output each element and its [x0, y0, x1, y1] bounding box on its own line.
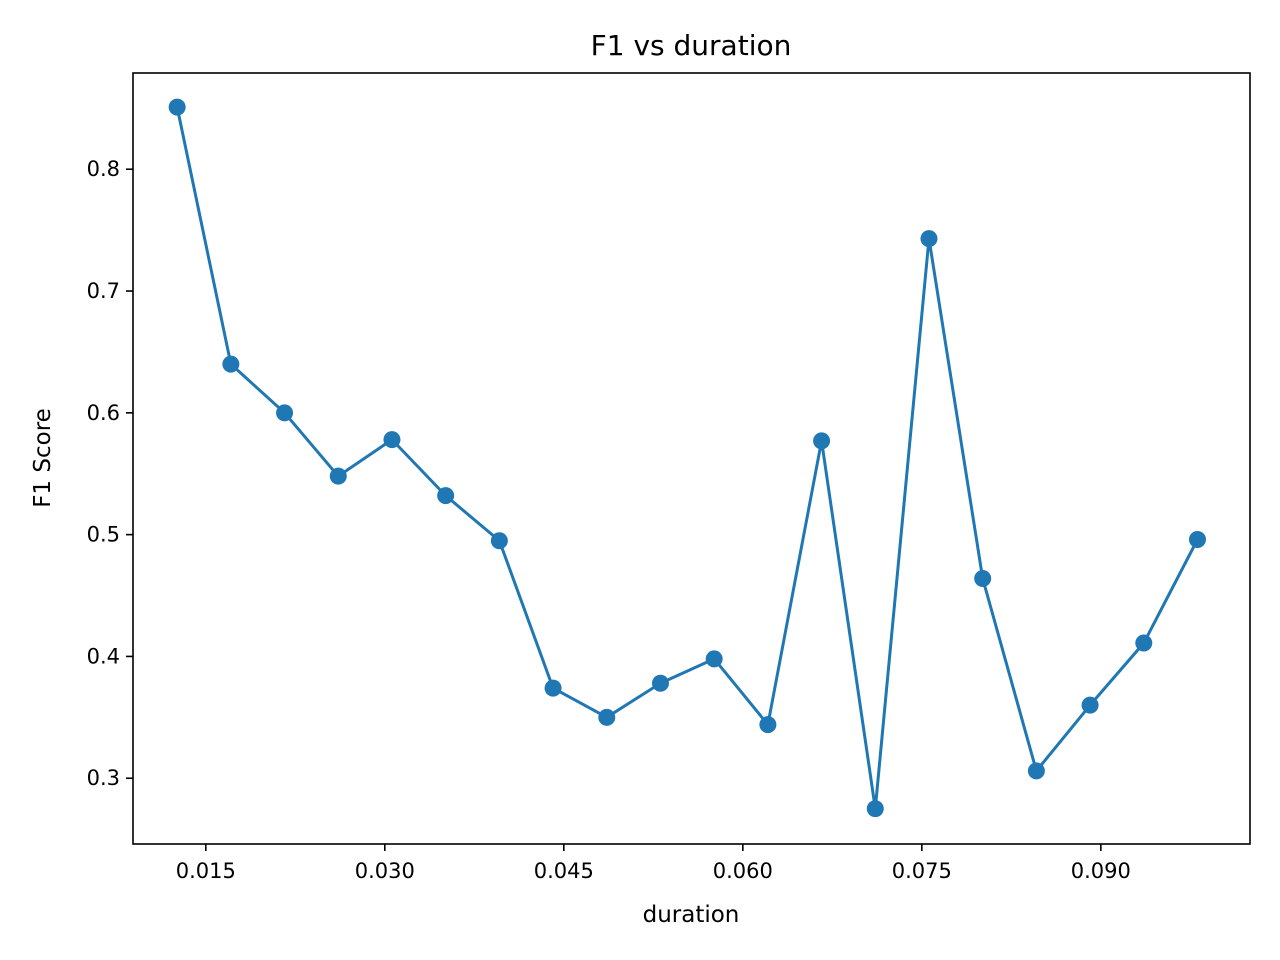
y-axis: 0.3 0.4 0.5 0.6 0.7 0.8 [87, 157, 133, 790]
y-tick-label: 0.5 [87, 523, 120, 547]
data-point [329, 467, 347, 485]
data-point [651, 674, 669, 692]
data-point [1081, 696, 1099, 714]
data-point [1135, 634, 1153, 652]
x-tick-label: 0.075 [892, 859, 952, 883]
y-axis-label: F1 Score [30, 408, 56, 508]
x-tick-label: 0.045 [534, 859, 594, 883]
data-point [490, 532, 508, 550]
data-point [437, 487, 455, 505]
data-point [866, 800, 884, 818]
x-axis-label: duration [643, 902, 740, 928]
y-tick-label: 0.4 [87, 644, 120, 668]
x-axis: 0.015 0.030 0.045 0.060 0.075 0.090 [176, 844, 1131, 883]
y-tick-label: 0.6 [87, 401, 120, 425]
x-tick-label: 0.060 [713, 859, 773, 883]
data-point [222, 355, 240, 373]
data-point [598, 708, 616, 726]
series-line [175, 106, 1199, 811]
data-point [759, 716, 777, 734]
series-layer [168, 98, 1206, 818]
x-tick-label: 0.015 [176, 859, 236, 883]
y-tick-label: 0.3 [87, 766, 120, 790]
y-tick-label: 0.7 [87, 279, 120, 303]
data-point [705, 650, 723, 668]
y-tick-label: 0.8 [87, 157, 120, 181]
data-point [1188, 530, 1206, 548]
data-point [1027, 762, 1045, 780]
chart-title: F1 vs duration [591, 29, 792, 62]
data-point [383, 431, 401, 449]
data-point [920, 230, 938, 248]
data-point [544, 679, 562, 697]
data-point [276, 404, 294, 422]
x-tick-label: 0.030 [355, 859, 415, 883]
plot-frame [132, 72, 1251, 845]
data-point [974, 569, 992, 587]
x-tick-label: 0.090 [1071, 859, 1131, 883]
data-point [168, 98, 186, 116]
data-point [813, 432, 831, 450]
plot-area [132, 72, 1251, 845]
